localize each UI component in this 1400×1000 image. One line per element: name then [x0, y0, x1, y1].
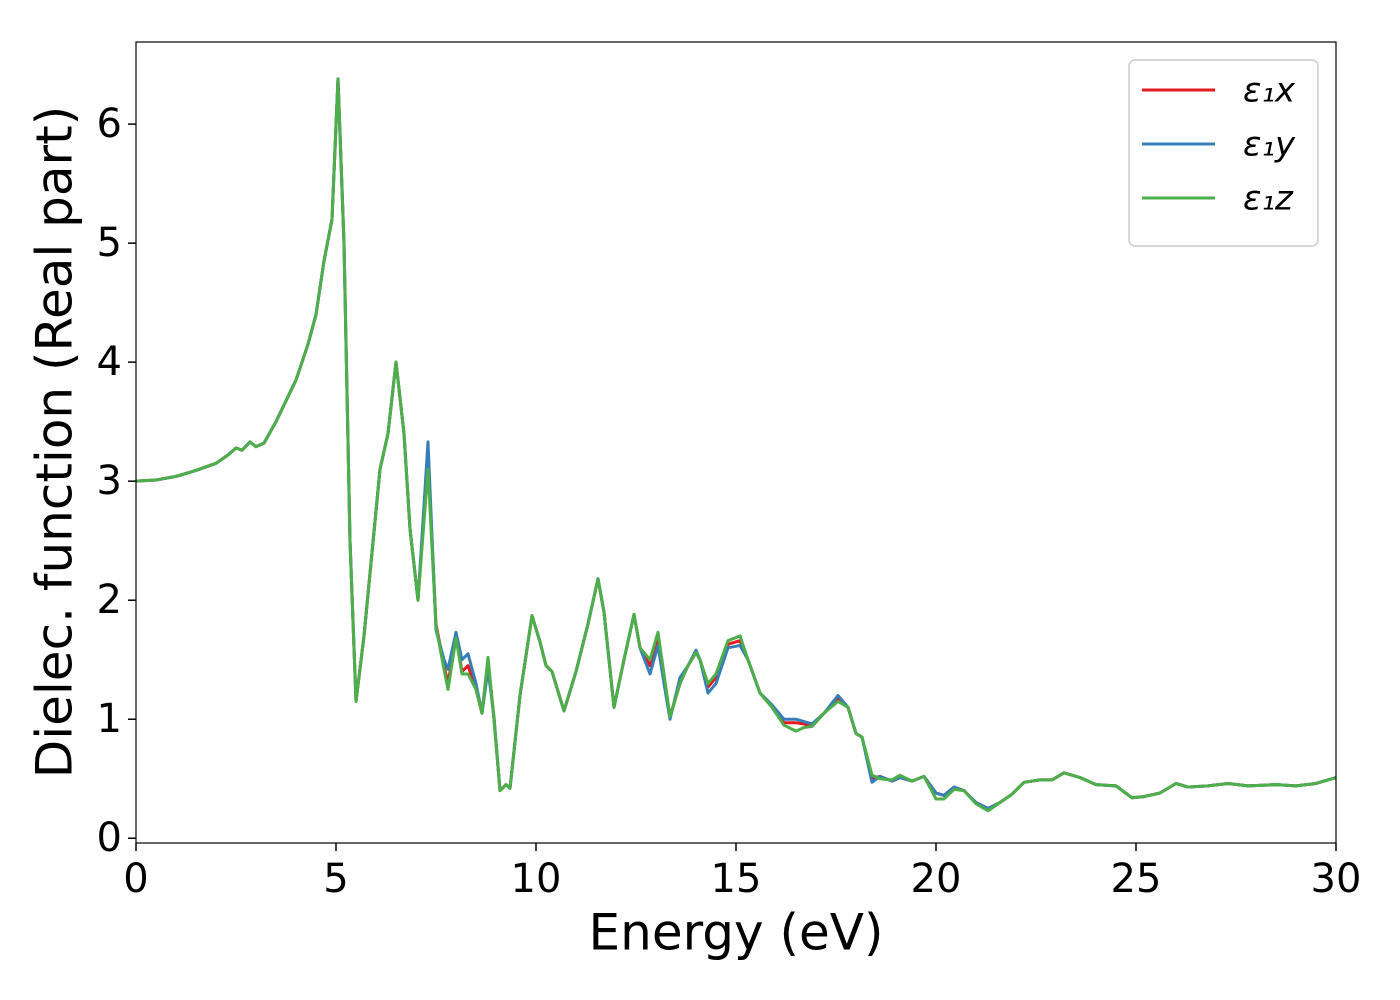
legend-label: ε₁y — [1243, 125, 1296, 165]
plot-frame — [135, 41, 1337, 844]
legend-label: ε₁x — [1243, 71, 1296, 111]
y-tick-label: 5 — [97, 220, 122, 266]
x-tick-label: 30 — [1311, 856, 1362, 902]
x-axis-label: Energy (eV) — [589, 904, 884, 962]
x-tick-label: 20 — [911, 856, 962, 902]
y-axis-label: Dielec. function (Real part) — [26, 106, 84, 778]
y-tick-label: 0 — [97, 815, 122, 861]
legend-label: ε₁z — [1243, 179, 1294, 219]
y-tick-label: 6 — [97, 101, 122, 147]
data-line — [136, 77, 1336, 813]
y-tick-label: 4 — [97, 339, 122, 385]
y-tick-label: 1 — [97, 696, 122, 742]
y-tick-label: 3 — [97, 458, 122, 504]
x-tick-label: 0 — [123, 856, 148, 902]
x-tick-label: 5 — [323, 856, 348, 902]
y-tick-label: 2 — [97, 577, 122, 623]
x-tick-label: 25 — [1111, 856, 1162, 902]
x-tick-label: 10 — [511, 856, 562, 902]
x-tick-label: 15 — [711, 856, 762, 902]
